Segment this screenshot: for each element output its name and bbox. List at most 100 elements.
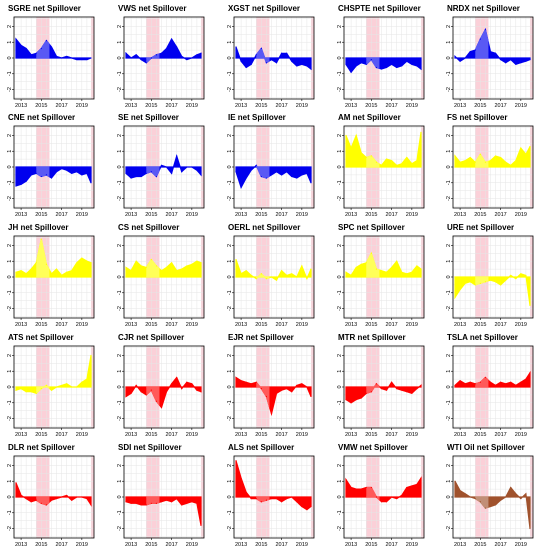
x-tick-label: 2017 [385, 432, 397, 438]
data-point [250, 497, 252, 500]
data-point [484, 161, 487, 163]
data-point [360, 263, 362, 265]
data-point [296, 65, 298, 67]
y-tick-label: 2 [7, 464, 13, 467]
panel-0: SGRE net Spillover -2 -1 0 1 2 2013 2015 2017 201… [7, 4, 95, 109]
panel-24: WTI Oil net Spillover -2 -1 0 1 2 2013 2015 2017… [446, 443, 534, 548]
y-tick-label: -1 [7, 400, 13, 405]
data-point [50, 273, 53, 275]
data-point [86, 497, 88, 500]
x-tick-label: 2013 [125, 212, 137, 218]
panel-title: SE net Spillover [118, 113, 179, 122]
x-tick-label: 2013 [125, 432, 137, 438]
data-point [60, 384, 63, 387]
y-tick-label: 0 [337, 165, 343, 168]
data-point [406, 273, 408, 275]
data-point [385, 66, 388, 69]
data-point [525, 274, 527, 277]
y-tick-label: 0 [446, 275, 452, 278]
data-point [515, 277, 517, 280]
data-point [355, 488, 357, 490]
y-tick-label: 0 [7, 385, 13, 388]
data-point [360, 152, 362, 154]
x-tick-label: 2017 [275, 212, 287, 218]
data-point [275, 279, 278, 281]
data-point [396, 497, 398, 500]
panel-22: ALS net Spillover -2 -1 0 1 2 2013 2015 2017 2019 [227, 443, 315, 548]
data-point [265, 177, 268, 179]
data-point [365, 392, 367, 394]
data-point [170, 38, 173, 40]
data-point [155, 502, 158, 504]
data-point [360, 488, 362, 490]
y-tick-label: 0 [227, 385, 233, 388]
y-tick-label: 2 [337, 464, 343, 467]
y-tick-label: -2 [117, 306, 123, 311]
series-area-highlight [36, 39, 50, 59]
y-tick-label: -2 [7, 306, 13, 311]
panel-title: SGRE net Spillover [8, 4, 81, 13]
y-tick-label: -1 [446, 400, 452, 405]
data-point [90, 262, 92, 264]
data-point [255, 277, 257, 280]
data-point [459, 161, 461, 163]
y-tick-label: 1 [7, 41, 13, 44]
x-tick-label: 2013 [235, 542, 247, 548]
x-tick-label: 2017 [494, 542, 506, 548]
x-tick-label: 2015 [35, 212, 47, 218]
data-point [375, 496, 378, 498]
x-tick-label: 2013 [235, 103, 247, 109]
y-tick-label: 0 [7, 495, 13, 498]
data-point [420, 384, 422, 387]
x-tick-label: 2015 [35, 432, 47, 438]
data-point [479, 153, 481, 155]
data-point [125, 395, 127, 398]
panel-title: WTI Oil net Spillover [447, 443, 525, 452]
data-point [191, 383, 193, 385]
data-point [474, 497, 476, 500]
y-tick-label: 0 [446, 165, 452, 168]
y-tick-label: 2 [7, 25, 13, 28]
data-point [135, 54, 137, 56]
x-tick-label: 2017 [494, 432, 506, 438]
y-tick-label: 2 [117, 354, 123, 357]
series-area-highlight [366, 57, 380, 70]
y-tick-label: -1 [117, 71, 123, 76]
data-point [416, 387, 418, 390]
x-tick-label: 2017 [385, 542, 397, 548]
panel-title: SPC net Spillover [338, 223, 405, 232]
data-point [86, 260, 88, 262]
x-tick-label: 2019 [76, 212, 88, 218]
data-point [350, 274, 352, 277]
data-point [275, 171, 278, 173]
panel-7: IE net Spillover -2 -1 0 1 2 2013 2015 2017 2019 [227, 113, 315, 218]
data-point [260, 175, 262, 178]
series-area-highlight [256, 496, 270, 503]
data-point [296, 276, 298, 278]
panel-title: AM net Spillover [338, 113, 401, 122]
data-point [245, 66, 247, 69]
data-point [306, 386, 308, 388]
y-tick-label: 1 [227, 480, 233, 483]
data-point [469, 496, 471, 498]
data-point [355, 65, 357, 67]
y-tick-label: 0 [117, 275, 123, 278]
x-tick-label: 2019 [186, 322, 198, 328]
x-tick-label: 2017 [55, 432, 67, 438]
x-tick-label: 2013 [454, 432, 466, 438]
data-point [160, 406, 163, 409]
panel-23: VMW net Spillover -2 -1 0 1 2 2013 2015 2017 2019 [337, 443, 425, 548]
data-point [515, 63, 517, 65]
panel-title: CNE net Spillover [8, 113, 75, 122]
data-point [250, 274, 252, 277]
data-point [365, 156, 367, 159]
panel-4: NRDX net Spillover -2 -1 0 1 2 2013 2015 2017 201… [446, 4, 534, 109]
x-tick-label: 2017 [165, 103, 177, 109]
data-point [390, 496, 393, 498]
data-point [235, 376, 237, 379]
x-tick-label: 2015 [35, 542, 47, 548]
data-point [411, 271, 413, 273]
y-tick-label: 1 [7, 260, 13, 263]
y-tick-label: -2 [117, 526, 123, 531]
